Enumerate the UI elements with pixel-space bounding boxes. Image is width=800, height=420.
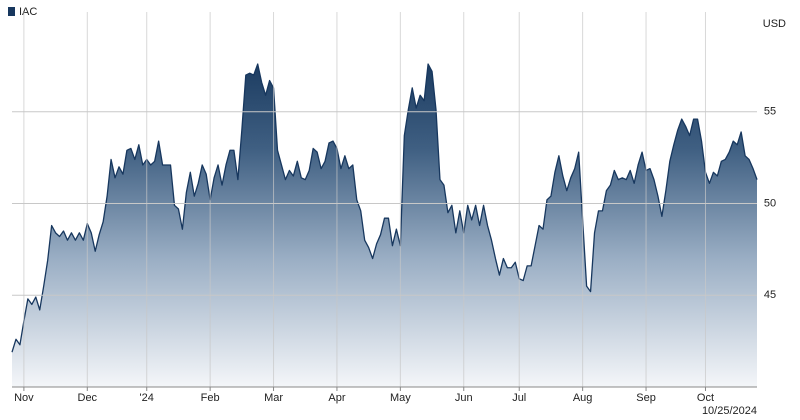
area-fill <box>12 64 757 387</box>
x-tick-label: Jun <box>455 392 473 404</box>
y-tick-label: 45 <box>764 289 776 301</box>
x-tick-label: Aug <box>573 392 593 404</box>
legend: IAC <box>8 6 37 18</box>
y-tick-label: 50 <box>764 197 776 209</box>
y-tick-label: 55 <box>764 106 776 118</box>
x-tick-label: Sep <box>636 392 656 404</box>
x-tick-label: '24 <box>140 392 154 404</box>
x-tick-label: Jul <box>512 392 526 404</box>
date-label: 10/25/2024 <box>702 405 757 417</box>
x-tick-label: Feb <box>201 392 220 404</box>
legend-label: IAC <box>19 6 37 18</box>
x-tick-label: Oct <box>697 392 714 404</box>
x-tick-label: Dec <box>78 392 98 404</box>
x-tick-label: Apr <box>328 392 345 404</box>
area-line <box>11 63 758 353</box>
x-tick-label: Mar <box>264 392 283 404</box>
legend-swatch <box>8 7 15 16</box>
x-tick-label: May <box>390 392 411 404</box>
x-tick-label: Nov <box>14 392 34 404</box>
y-unit: USD <box>763 18 786 30</box>
